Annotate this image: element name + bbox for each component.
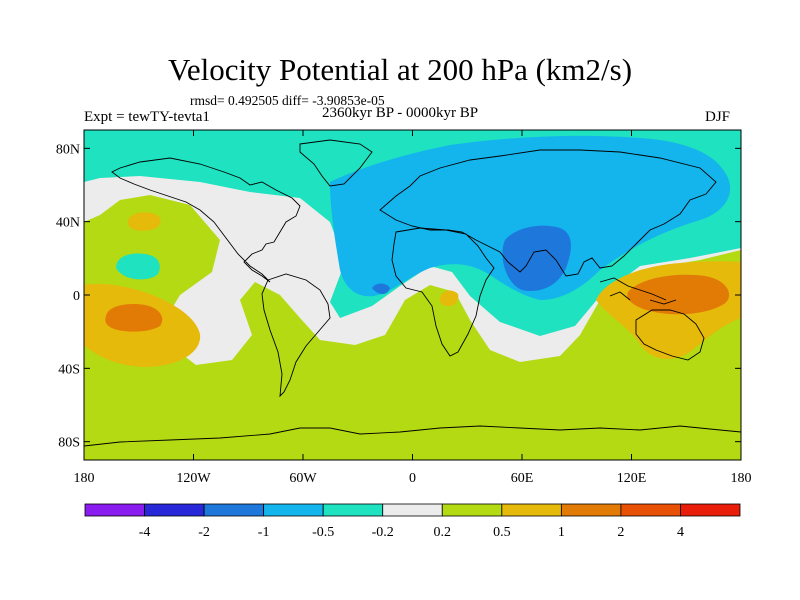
field-blue-asia — [502, 225, 571, 292]
plot-title: Velocity Potential at 200 hPa (km2/s) — [167, 52, 633, 87]
field-light-blue — [330, 135, 731, 300]
colorbar-label: -0.2 — [372, 525, 394, 540]
colorbar-label: -1 — [258, 525, 270, 540]
colorbar-swatch — [441, 503, 503, 517]
contour-field — [84, 130, 741, 460]
coast-maritime-continent — [599, 277, 677, 305]
coastlines — [84, 139, 741, 447]
colorbar-swatch — [620, 503, 681, 517]
colorbar-swatch — [322, 503, 384, 517]
field-yellow-north-pacific — [128, 212, 161, 231]
colorbar-label: -0.5 — [312, 525, 334, 540]
field-blue-africa — [372, 283, 390, 294]
coast-antarctica — [84, 425, 741, 447]
colorbar-swatch — [203, 503, 265, 517]
y-tick-label: 40N — [56, 216, 80, 231]
colorbar-label: 0.5 — [493, 525, 511, 540]
y-tick-label: 80S — [58, 436, 80, 451]
coast-south-america — [261, 273, 331, 398]
y-tick-label: 80N — [56, 142, 80, 157]
colorbar-swatch — [263, 503, 324, 517]
coast-africa — [391, 227, 495, 357]
colorbar-swatch — [84, 503, 145, 517]
colorbar-swatch — [560, 503, 622, 517]
x-tick-label: 60W — [289, 471, 317, 486]
colorbar-label: 4 — [677, 525, 684, 540]
colorbar-swatch — [501, 503, 562, 517]
colorbar: -4 -2 -1 -0.5 -0.2 0.2 0.5 1 2 4 — [84, 503, 741, 540]
x-tick-label: 180 — [731, 471, 752, 486]
colorbar-swatch — [680, 503, 741, 517]
x-tick-label: 60E — [511, 471, 534, 486]
colorbar-label: -4 — [139, 525, 151, 540]
coast-greenland — [299, 139, 373, 187]
x-tick-label: 180 — [74, 471, 95, 486]
x-tick-label: 120W — [176, 471, 211, 486]
coast-eurasia — [379, 149, 717, 277]
field-orange-east-pacific — [105, 304, 163, 332]
colorbar-label: 0.2 — [434, 525, 452, 540]
season-label: DJF — [705, 109, 731, 125]
period-label: 2360kyr BP - 0000kyr BP — [322, 105, 479, 121]
colorbar-label: 1 — [558, 525, 565, 540]
field-teal-pacific-cell — [116, 253, 160, 280]
field-near-zero-atlantic — [258, 255, 330, 280]
axis-ticks: 180 120W 60W 0 60E 120E 180 80N 40N 0 40S 80S — [56, 130, 752, 486]
x-tick-label: 0 — [409, 471, 416, 486]
field-yellow-africa — [439, 290, 459, 307]
y-tick-label: 40S — [58, 362, 80, 377]
colorbar-swatch — [144, 503, 205, 517]
coast-north-america — [111, 157, 301, 283]
x-tick-label: 120E — [617, 471, 647, 486]
colorbar-swatch — [382, 503, 443, 517]
colorbar-label: -2 — [198, 525, 210, 540]
colorbar-label: 2 — [617, 525, 624, 540]
coast-australia — [635, 309, 705, 361]
y-tick-label: 0 — [73, 289, 80, 304]
field-orange-west-pacific — [627, 274, 730, 315]
experiment-label: Expt = tewTY-tevta1 — [84, 109, 210, 125]
rmsd-stats: rmsd= 0.492505 diff= -3.90853e-05 — [190, 93, 385, 108]
